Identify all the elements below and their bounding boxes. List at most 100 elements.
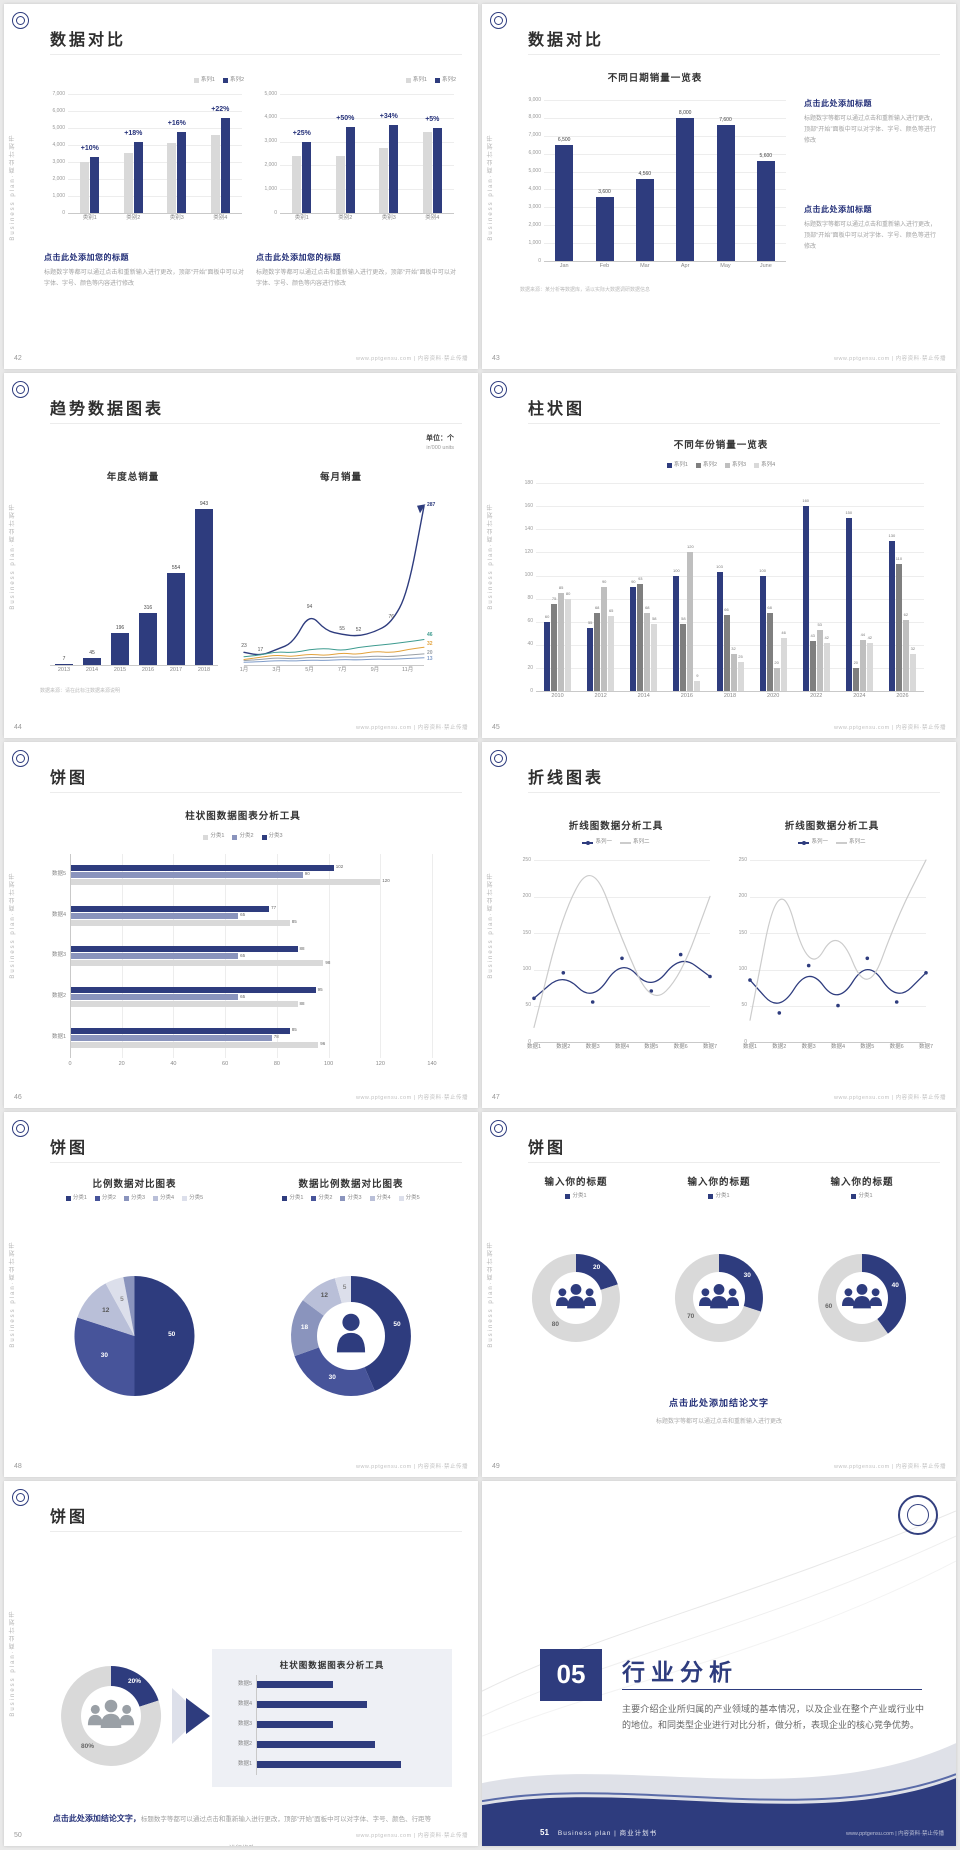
xlab: 数据3 <box>801 1044 816 1051</box>
bar <box>70 871 303 878</box>
grid <box>280 117 454 119</box>
text-block-body: 标题数字等都可以通过点击和重新输入进行更改，顶部“开始”面板中可以对字体、字号、… <box>44 270 244 288</box>
bar <box>432 128 442 213</box>
c-title: 每月销量 <box>319 472 362 484</box>
bar <box>70 905 270 912</box>
bar <box>551 604 558 692</box>
ylab: 0 <box>274 209 277 216</box>
ylab: 0 <box>744 1038 747 1045</box>
brand-logo-icon <box>12 1119 29 1137</box>
lg-sq <box>340 1195 346 1201</box>
vlab: 6,500 <box>557 136 571 143</box>
xlab: 0 <box>68 1061 72 1068</box>
lg-name: 分类2 <box>318 1194 333 1201</box>
slide-42-data-compare[interactable]: Business plan·商业计划书 数据对比 系列1 系列2 0 1,000 2,0… <box>4 4 478 370</box>
grid <box>68 111 242 112</box>
text-block-heading: 点击此处添加标题 <box>804 99 872 108</box>
panel-bar-chart: 数据5 数据4 数据3 数据2 数据1 <box>226 1673 440 1777</box>
pielab: 5 <box>342 1283 347 1291</box>
catlab: 数据2 <box>51 993 66 1000</box>
grid <box>280 189 454 191</box>
title-divider <box>50 792 462 794</box>
brand-logo-inner-ring <box>16 1492 25 1502</box>
lg-item: 分类3 <box>261 833 283 840</box>
lg-item: 分类1 <box>565 1193 587 1200</box>
vaxis <box>70 854 71 1059</box>
slide-49-donut-charts[interactable]: Business plan·商业计划书 饼图 输入你的标题 分类1 20 80 输入你… <box>482 1111 956 1477</box>
lg-item: 分类4 <box>369 1195 391 1202</box>
lg-name: 分类5 <box>189 1194 204 1201</box>
slide-48-pie-charts[interactable]: Business plan·商业计划书 饼图 比例数据对比图表 分类1 分类2 分类3… <box>4 1111 478 1477</box>
bar <box>859 640 866 692</box>
slide-title: 饼图 <box>528 1139 567 1157</box>
bar <box>70 1027 290 1034</box>
lg-sq <box>695 463 701 469</box>
vlab: 5,600 <box>759 152 773 159</box>
grid <box>750 860 926 862</box>
lg-item: 系列1 <box>666 463 688 469</box>
bar <box>816 629 823 692</box>
xlab: 数据4 <box>614 1044 630 1051</box>
pielab: 5 <box>120 1295 124 1303</box>
slide-45-column-chart[interactable]: Business plan·商业计划书 柱状图 不同年份销量一览表 系列1 系列2 系… <box>482 373 956 739</box>
bar <box>802 506 809 692</box>
c-legend: 分类1 分类2 分类3 <box>36 834 450 840</box>
brand-logo-inner-ring <box>16 385 25 395</box>
bar <box>594 612 601 692</box>
xlab: 2013 <box>57 667 71 674</box>
brand-logo-inner-ring <box>16 1123 25 1133</box>
lg-item: 分类5 <box>398 1195 420 1202</box>
brand-logo-icon <box>12 750 29 768</box>
bar <box>587 627 594 692</box>
pielab: 40 <box>891 1281 899 1289</box>
plab: 17 <box>257 646 264 653</box>
c-legend: 分类1 <box>506 1193 646 1200</box>
title-divider <box>50 54 462 55</box>
lg-name: 分类3 <box>268 833 283 840</box>
plab: 55 <box>339 625 345 632</box>
page-number: 47 <box>492 1093 500 1101</box>
lg-name: 系列2 <box>702 462 717 469</box>
ylab: 9,000 <box>528 96 541 103</box>
lg-sq <box>193 78 199 84</box>
grid <box>536 598 924 600</box>
slide-title: 柱状图 <box>528 401 586 419</box>
ylab: 100 <box>524 572 533 579</box>
c-title: 输入你的标题 <box>687 1176 751 1188</box>
ylab: 5,000 <box>264 90 277 97</box>
elab: 13 <box>427 655 433 662</box>
slide-46-bar-chart[interactable]: Business plan·商业计划书 饼图 柱状图数据图表分析工具 分类1 分类2… <box>4 742 478 1108</box>
elab: 287 <box>427 502 436 509</box>
slide-47-line-charts[interactable]: Business plan·商业计划书 折线图表 折线图数据分析工具 系列一 系列二… <box>482 742 956 1108</box>
lg-sq <box>232 834 238 840</box>
bar <box>555 144 574 261</box>
vlab: 32 <box>731 646 736 652</box>
bar <box>220 117 230 213</box>
lg-item: 系列2 <box>695 462 717 469</box>
hlab: 120 <box>382 878 390 884</box>
lg-item: 系列一 <box>798 840 828 846</box>
brand-logo-icon <box>490 1119 507 1137</box>
lg-name: 系列二 <box>849 839 866 846</box>
section-body: 主要介绍企业所归属的产业领域的基本情况，以及企业在整个产业或行业中的地位。和同类… <box>622 1703 924 1730</box>
lg-name: 分类2 <box>239 833 254 840</box>
xlab: 2017 <box>169 667 183 674</box>
ylab: 250 <box>522 856 531 863</box>
xlab: Jan <box>559 263 569 269</box>
brand-logo-inner-ring <box>16 16 25 25</box>
lg-item: 分类2 <box>94 1195 116 1202</box>
vlab: 7,600 <box>719 117 732 123</box>
grid <box>750 933 926 935</box>
hlab: 88 <box>299 945 305 951</box>
slide-44-trend-charts[interactable]: Business plan·商业计划书 趋势数据图表 单位：个 in'000 u… <box>4 373 478 739</box>
slide-51-section-divider[interactable]: 05 行业分析 主要介绍企业所归属的产业领域的基本情况，以及企业在整个产业或行业… <box>482 1480 956 1846</box>
lg-sq <box>851 1193 857 1199</box>
vaxis <box>256 1674 257 1775</box>
footer-credit: www.pptgensu.com | 内容资料·禁止传播 <box>355 725 468 732</box>
vlab: 68 <box>767 604 772 610</box>
ylab: 4,000 <box>52 141 65 148</box>
slide-50-pie-and-bars[interactable]: Business plan·商业计划书 饼图 20% 80% 柱状图数据图表分析工… <box>4 1480 478 1846</box>
slide-43-data-compare[interactable]: Business plan·商业计划书 数据对比 不同日期销量一览表 0 1,000… <box>482 4 956 370</box>
xlab: 数据5 <box>644 1044 659 1051</box>
elab: 46 <box>427 631 433 638</box>
